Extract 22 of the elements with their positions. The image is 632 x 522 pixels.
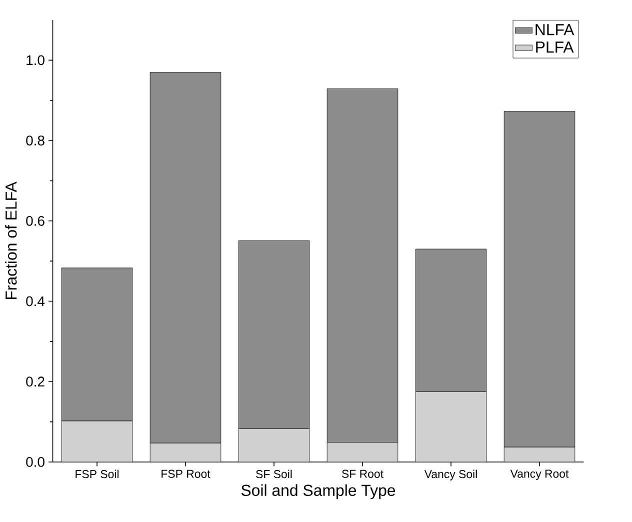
legend-label: NLFA — [536, 24, 574, 36]
x-tick-label: SF Root — [342, 470, 384, 478]
x-tick-label: Vancy Soil — [424, 470, 477, 480]
x-tick-label: FSP Soil — [76, 470, 119, 478]
y-axis-title: Fraction of ELFA — [5, 182, 17, 300]
y-tick-label: 0.4 — [26, 296, 45, 306]
x-axis-title: Soil and Sample Type — [241, 484, 396, 500]
bar — [150, 442, 222, 462]
y-tick-label: 1.0 — [26, 55, 44, 66]
y-tick-label: 0.0 — [26, 457, 44, 467]
y-tick-label: 0.6 — [26, 216, 44, 226]
x-tick-label: Vancy Root — [510, 470, 569, 480]
x-tick-label: SF Soil — [256, 470, 292, 478]
y-tick-label: 0.2 — [26, 376, 44, 387]
y-tick-label: 0.8 — [26, 136, 44, 146]
legend-label: PLFA — [536, 42, 574, 53]
bar — [326, 442, 398, 462]
bar — [238, 428, 310, 462]
bar — [415, 391, 487, 462]
x-tick-label: FSP Root — [162, 470, 210, 478]
bar — [504, 446, 576, 462]
bar — [61, 420, 133, 462]
